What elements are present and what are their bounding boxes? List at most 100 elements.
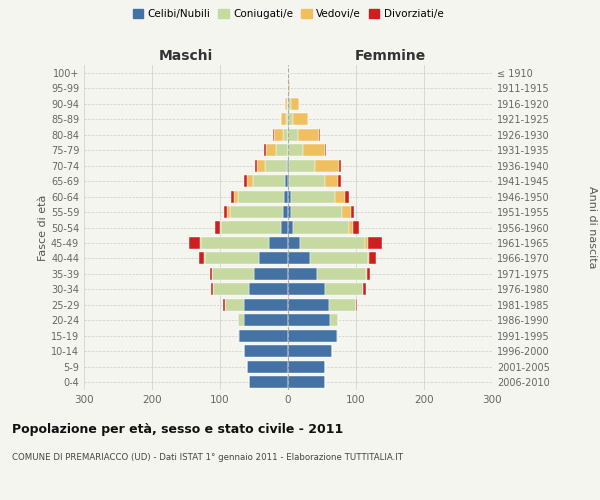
Bar [269,237,288,249]
Bar [230,206,283,218]
Bar [365,237,368,249]
Bar [211,284,213,296]
Bar [210,268,212,280]
Text: Maschi: Maschi [159,48,213,62]
Bar [291,98,299,110]
Bar [343,206,350,218]
Bar [303,144,325,156]
Bar [205,252,259,264]
Bar [367,268,370,280]
Bar [288,113,293,125]
Bar [288,299,329,311]
Bar [288,376,325,388]
Bar [329,299,356,311]
Text: Femmine: Femmine [355,48,425,62]
Bar [286,113,288,125]
Bar [288,222,293,234]
Bar [349,222,353,234]
Bar [264,144,266,156]
Text: Anni di nascita: Anni di nascita [587,186,597,269]
Bar [289,175,325,187]
Bar [239,330,288,342]
Text: COMUNE DI PREMARIACCO (UD) - Dati ISTAT 1° gennaio 2011 - Elaborazione TUTTITALI: COMUNE DI PREMARIACCO (UD) - Dati ISTAT … [12,452,403,462]
Bar [356,299,358,311]
Bar [220,222,221,234]
Bar [353,222,359,234]
Bar [293,113,308,125]
Bar [288,160,289,172]
Bar [288,190,291,202]
Bar [244,314,288,326]
Bar [238,314,244,326]
Bar [254,268,288,280]
Bar [284,190,288,202]
Bar [244,175,247,187]
Bar [223,299,225,311]
Bar [234,190,238,202]
Bar [259,252,288,264]
Bar [283,206,288,218]
Text: Popolazione per età, sesso e stato civile - 2011: Popolazione per età, sesso e stato civil… [12,422,343,436]
Bar [292,206,343,218]
Bar [253,175,285,187]
Bar [281,113,286,125]
Bar [213,284,248,296]
Bar [238,330,239,342]
Bar [298,128,319,140]
Bar [266,144,276,156]
Bar [288,314,330,326]
Bar [231,190,234,202]
Bar [289,82,290,94]
Bar [247,361,288,373]
Bar [247,175,253,187]
Bar [200,237,201,249]
Bar [288,128,298,140]
Bar [310,252,368,264]
Bar [238,190,284,202]
Bar [227,206,230,218]
Bar [330,314,338,326]
Bar [281,222,288,234]
Y-axis label: Fasce di età: Fasce di età [38,194,48,260]
Bar [283,128,288,140]
Bar [368,237,382,249]
Bar [293,222,349,234]
Bar [368,252,369,264]
Bar [350,206,354,218]
Bar [224,206,227,218]
Bar [288,346,332,358]
Bar [363,284,366,296]
Bar [317,268,365,280]
Bar [325,284,363,296]
Bar [273,128,274,140]
Bar [287,160,288,172]
Bar [289,160,315,172]
Bar [288,175,289,187]
Bar [288,284,325,296]
Bar [319,128,320,140]
Bar [287,98,288,110]
Bar [215,222,220,234]
Bar [288,268,317,280]
Bar [345,190,349,202]
Bar [335,190,345,202]
Bar [244,299,288,311]
Bar [248,284,288,296]
Bar [288,82,289,94]
Bar [221,222,281,234]
Bar [288,252,310,264]
Bar [285,175,288,187]
Bar [288,206,292,218]
Bar [288,98,291,110]
Bar [369,252,376,264]
Bar [288,144,303,156]
Bar [338,175,341,187]
Bar [291,190,335,202]
Legend: Celibi/Nubili, Coniugati/e, Vedovi/e, Divorziati/e: Celibi/Nubili, Coniugati/e, Vedovi/e, Di… [128,5,448,24]
Bar [325,144,326,156]
Bar [225,299,244,311]
Bar [288,361,325,373]
Bar [248,376,288,388]
Bar [339,160,341,172]
Bar [274,128,283,140]
